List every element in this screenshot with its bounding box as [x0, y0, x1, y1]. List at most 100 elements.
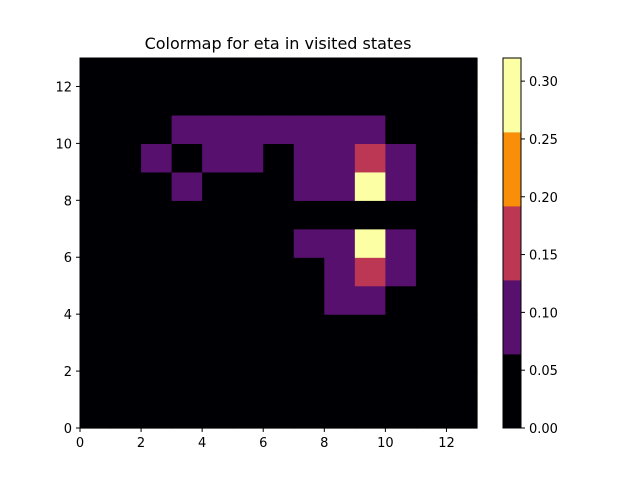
- heatmap-cell: [171, 342, 203, 372]
- heatmap-cell: [293, 314, 325, 344]
- heatmap-cell: [324, 86, 356, 116]
- heatmap-cell: [354, 399, 386, 429]
- heatmap-cell: [141, 371, 173, 401]
- heatmap-cell: [263, 399, 295, 429]
- heatmap-cell: [324, 257, 356, 287]
- heatmap-cell: [141, 200, 173, 230]
- heatmap-cell: [110, 257, 142, 287]
- heatmap-cell: [293, 171, 325, 201]
- heatmap-cell: [385, 342, 417, 372]
- heatmap-cell: [202, 371, 234, 401]
- heatmap-cell: [415, 171, 448, 201]
- heatmap-cell: [324, 285, 356, 315]
- heatmap-cell: [354, 371, 386, 401]
- heatmap-cell: [110, 171, 142, 201]
- heatmap-cell: [141, 114, 173, 144]
- heatmap-cell: [293, 285, 325, 315]
- heatmap-cell: [232, 371, 264, 401]
- heatmap-cell: [263, 342, 295, 372]
- heatmap-cell: [324, 171, 356, 201]
- heatmap-cell: [324, 58, 356, 88]
- heatmap-cell: [324, 114, 356, 144]
- heatmap-cell: [80, 285, 112, 315]
- heatmap-cell: [293, 371, 325, 401]
- heatmap-cell: [110, 371, 142, 401]
- heatmap-cell: [263, 371, 295, 401]
- heatmap-cell: [415, 58, 448, 88]
- heatmap-cell: [385, 171, 417, 201]
- heatmap-cell: [202, 399, 234, 429]
- heatmap-cell: [141, 228, 173, 258]
- heatmap-cell: [446, 143, 478, 173]
- heatmap-cell: [263, 257, 295, 287]
- colorbar-segment: [503, 58, 521, 133]
- heatmap-cell: [324, 371, 356, 401]
- heatmap-cell: [232, 342, 264, 372]
- heatmap-cell: [446, 200, 478, 230]
- heatmap-cell: [446, 58, 478, 88]
- heatmap-cell: [385, 86, 417, 116]
- x-tick-label: 2: [137, 436, 145, 451]
- heatmap-cell: [171, 314, 203, 344]
- heatmap-cell: [293, 86, 325, 116]
- heatmap-cell: [354, 58, 386, 88]
- heatmap-cell: [80, 200, 112, 230]
- heatmap-cell: [324, 314, 356, 344]
- heatmap-cell: [232, 171, 264, 201]
- heatmap-cell: [293, 228, 325, 258]
- heatmap-cell: [171, 371, 203, 401]
- colorbar-segment: [503, 132, 521, 207]
- heatmap-cell: [171, 58, 203, 88]
- heatmap-cell: [110, 285, 142, 315]
- heatmap-cell: [80, 58, 112, 88]
- heatmap-cells: [80, 58, 478, 429]
- heatmap-cell: [232, 200, 264, 230]
- heatmap-cell: [202, 342, 234, 372]
- x-tick-label: 10: [377, 436, 394, 451]
- heatmap-cell: [354, 228, 386, 258]
- heatmap-cell: [80, 257, 112, 287]
- heatmap-cell: [324, 399, 356, 429]
- heatmap-cell: [171, 285, 203, 315]
- y-tick-label: 6: [64, 251, 72, 266]
- heatmap-cell: [80, 314, 112, 344]
- heatmap-cell: [354, 171, 386, 201]
- x-tick-label: 6: [259, 436, 267, 451]
- heatmap-cell: [202, 200, 234, 230]
- heatmap-cell: [354, 114, 386, 144]
- heatmap-cell: [293, 58, 325, 88]
- colorbar-segment: [503, 354, 521, 429]
- colorbar-segment: [503, 206, 521, 281]
- heatmap-cell: [110, 399, 142, 429]
- heatmap-cell: [446, 342, 478, 372]
- heatmap-cell: [232, 58, 264, 88]
- x-tick-label: 0: [76, 436, 84, 451]
- heatmap-cell: [202, 257, 234, 287]
- colorbar-tick-label: 0.10: [529, 306, 558, 321]
- heatmap-cell: [354, 342, 386, 372]
- heatmap-cell: [202, 86, 234, 116]
- heatmap-cell: [446, 314, 478, 344]
- heatmap-cell: [385, 114, 417, 144]
- heatmap-cell: [263, 143, 295, 173]
- heatmap-cell: [80, 171, 112, 201]
- heatmap-cell: [110, 200, 142, 230]
- heatmap-cell: [293, 114, 325, 144]
- heatmap-cell: [385, 314, 417, 344]
- heatmap-cell: [171, 399, 203, 429]
- heatmap-cell: [171, 143, 203, 173]
- heatmap-cell: [354, 143, 386, 173]
- heatmap-cell: [324, 143, 356, 173]
- colorbar-frame: [502, 57, 522, 429]
- heatmap-cell: [80, 371, 112, 401]
- x-tick-label: 8: [320, 436, 328, 451]
- heatmap-cell: [385, 285, 417, 315]
- heatmap-cell: [171, 114, 203, 144]
- heatmap-cell: [385, 58, 417, 88]
- heatmap-cell: [141, 342, 173, 372]
- heatmap-cell: [293, 143, 325, 173]
- heatmap-cell: [141, 86, 173, 116]
- heatmap-cell: [293, 399, 325, 429]
- heatmap-cell: [141, 257, 173, 287]
